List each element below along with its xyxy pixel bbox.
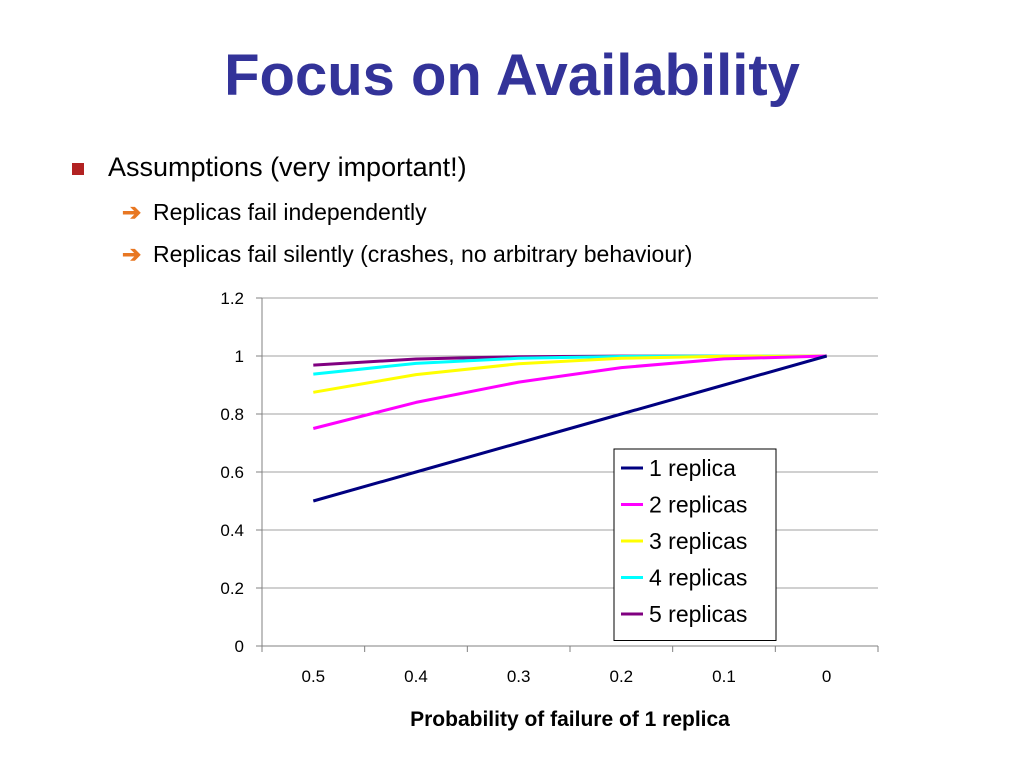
x-tick-label: 0.4: [404, 667, 428, 686]
x-tick-label: 0.1: [712, 667, 736, 686]
y-tick-label: 1: [235, 347, 244, 366]
x-tick-label: 0.5: [302, 667, 326, 686]
y-tick-label: 0: [235, 637, 244, 656]
bullet-text: Assumptions (very important!): [108, 152, 467, 182]
x-axis-title: Probability of failure of 1 replica: [410, 708, 730, 731]
legend-label: 2 replicas: [649, 492, 747, 518]
y-tick-label: 0.4: [220, 521, 244, 540]
y-tick-label: 0.8: [220, 405, 244, 424]
square-bullet-icon: [72, 163, 84, 175]
sub-bullet-text: Replicas fail silently (crashes, no arbi…: [153, 241, 693, 267]
legend-label: 1 replica: [649, 455, 736, 481]
y-tick-label: 0.2: [220, 579, 244, 598]
arrow-right-icon: ➔: [122, 241, 142, 267]
legend-box: [613, 448, 777, 641]
sub-bullet-text: Replicas fail independently: [153, 199, 427, 225]
x-tick-label: 0.2: [610, 667, 634, 686]
y-tick-label: 1.2: [220, 289, 244, 308]
series-line: [312, 354, 827, 430]
series-line: [312, 354, 828, 503]
x-tick-label: 0: [822, 667, 831, 686]
legend-label: 4 replicas: [649, 565, 747, 591]
legend-label: 3 replicas: [649, 528, 747, 554]
slide-title: Focus on Availability: [224, 43, 800, 108]
x-tick-label: 0.3: [507, 667, 531, 686]
series-line: [313, 354, 827, 394]
legend-label: 5 replicas: [649, 601, 747, 627]
y-tick-label: 0.6: [220, 463, 244, 482]
arrow-right-icon: ➔: [122, 199, 142, 225]
